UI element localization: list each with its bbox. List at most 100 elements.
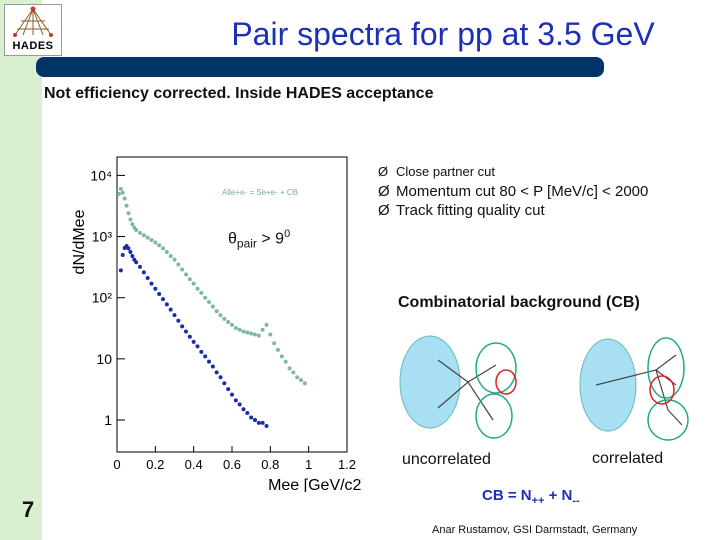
point-cb [249,415,254,420]
x-tick-label: 1 [305,457,312,472]
y-tick-label: 10 [96,351,112,367]
cut-list: Ø Close partner cut Ø Momentum cut 80 < … [378,164,648,221]
subtitle: Not efficiency corrected. Inside HADES a… [44,85,434,102]
cb-correlated-diagram [579,337,689,441]
point-cb [187,334,192,339]
point-cb [176,318,181,323]
page-number: 7 [22,497,35,522]
x-axis-label: Mee [GeV/c2] [268,477,362,492]
point-cb [164,302,169,307]
point-all [210,304,215,309]
point-cb [168,307,173,312]
x-tick-label: 1.2 [338,457,356,472]
point-all [218,313,223,318]
point-cb [260,420,265,425]
point-cb [214,370,219,375]
point-cb [226,387,231,392]
y-tick-label: 10³ [92,229,113,245]
point-cb [253,418,257,423]
point-all [122,196,127,201]
cut-item-track-fitting: Ø Track fitting quality cut [378,202,545,219]
point-cb [195,344,200,349]
point-cb [172,313,177,318]
y-tick-label: 10² [92,290,113,306]
point-all [207,300,211,305]
cut-item-momentum: Ø Momentum cut 80 < P [MeV/c] < 2000 [378,183,649,200]
point-cb [149,281,154,286]
cb-title: Combinatorial background (CB) [398,294,640,311]
plot-frame [116,156,348,453]
point-all [199,290,204,295]
point-cb [153,286,158,291]
point-cb [118,268,123,273]
point-all [195,286,200,291]
point-all [287,366,292,371]
point-cb [138,264,142,269]
author-footer: Anar Rustamov, GSI Darmstadt, Germany [432,524,638,536]
point-all [295,375,300,380]
x-tick-label: 0 [113,457,120,472]
point-all [141,233,146,238]
point-all [264,322,269,327]
point-all [149,237,154,242]
x-tick-label: 0.6 [223,457,241,472]
point-all [124,203,129,208]
chart-legend: Alle+e- = Se+e- + CB [222,188,298,197]
point-all [161,246,165,251]
label-uncorrelated: uncorrelated [402,451,491,468]
point-all [214,309,219,314]
title-underline-bar [36,57,604,77]
x-tick-label: 0.4 [185,457,203,472]
point-cb [130,254,135,259]
point-cb [120,252,125,257]
logo-text: HADES [12,40,54,52]
point-all [245,330,250,335]
point-all [260,327,265,332]
point-cb [191,339,196,344]
point-all [191,281,196,286]
point-all [172,257,177,262]
bullet-arrow-icon: Ø [378,183,390,200]
y-axis-label: dN/dMee [71,209,88,274]
point-cb [264,423,269,428]
point-cb [145,276,150,281]
bullet-arrow-icon: Ø [378,164,389,179]
label-correlated: correlated [592,450,664,467]
bullet-arrow-icon: Ø [378,202,390,219]
point-all [241,329,246,334]
point-cb [230,392,234,397]
theta-pair-cut: θpair > 90 [228,228,291,251]
point-cb [222,381,227,386]
hades-logo: HADES [4,4,62,56]
x-tick-label: 0.8 [261,457,279,472]
point-cb [218,375,223,380]
point-all [187,277,192,282]
point-all [253,332,257,337]
hades-logo-graphic [13,6,53,37]
point-all [145,235,150,240]
point-all [233,325,238,330]
point-all [291,370,296,375]
point-all [276,347,280,352]
cut-item-close-partner: Ø Close partner cut [378,164,495,179]
pair-spectrum-chart: 0 0.2 0.4 0.6 0.8 1 1.2 1 10 10² 10³ 10⁴ dN/dMee Me… [71,156,362,492]
point-cb [237,402,242,407]
point-all [279,354,284,359]
point-cb [141,270,146,275]
point-all [222,316,227,321]
point-cb [134,260,139,265]
cb-uncorrelated-diagram [399,335,517,439]
point-all [164,249,169,254]
point-all [134,228,139,233]
point-all [283,359,288,364]
point-all [176,262,181,267]
point-all [203,295,208,300]
point-cb [210,364,215,369]
point-all [237,327,242,332]
point-all [226,320,231,325]
point-all [256,333,261,338]
point-all [272,341,277,346]
point-all [180,267,185,272]
y-tick-label: 10⁴ [90,167,112,183]
cb-formula: CB = N++ + N-- [482,487,580,507]
